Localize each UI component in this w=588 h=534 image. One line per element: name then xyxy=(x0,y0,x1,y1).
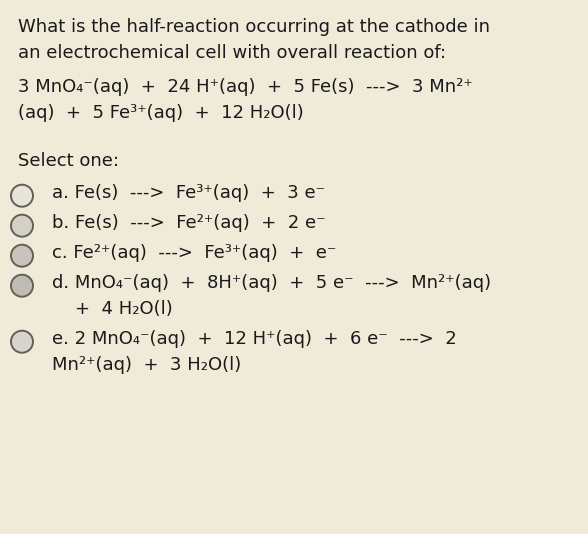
Text: b. Fe(s)  --->  Fe²⁺(aq)  +  2 e⁻: b. Fe(s) ---> Fe²⁺(aq) + 2 e⁻ xyxy=(52,214,326,232)
Text: What is the half-reaction occurring at the cathode in: What is the half-reaction occurring at t… xyxy=(18,18,490,36)
Text: 3 MnO₄⁻(aq)  +  24 H⁺(aq)  +  5 Fe(s)  --->  3 Mn²⁺: 3 MnO₄⁻(aq) + 24 H⁺(aq) + 5 Fe(s) ---> 3… xyxy=(18,78,473,96)
Text: Select one:: Select one: xyxy=(18,152,119,170)
Circle shape xyxy=(11,245,33,266)
Text: a. Fe(s)  --->  Fe³⁺(aq)  +  3 e⁻: a. Fe(s) ---> Fe³⁺(aq) + 3 e⁻ xyxy=(52,184,325,202)
Text: d. MnO₄⁻(aq)  +  8H⁺(aq)  +  5 e⁻  --->  Mn²⁺(aq): d. MnO₄⁻(aq) + 8H⁺(aq) + 5 e⁻ ---> Mn²⁺(… xyxy=(52,274,491,292)
Circle shape xyxy=(11,331,33,352)
Text: an electrochemical cell with overall reaction of:: an electrochemical cell with overall rea… xyxy=(18,44,446,62)
Circle shape xyxy=(11,274,33,297)
Text: e. 2 MnO₄⁻(aq)  +  12 H⁺(aq)  +  6 e⁻  --->  2: e. 2 MnO₄⁻(aq) + 12 H⁺(aq) + 6 e⁻ ---> 2 xyxy=(52,330,457,348)
Circle shape xyxy=(11,185,33,207)
Text: (aq)  +  5 Fe³⁺(aq)  +  12 H₂O(l): (aq) + 5 Fe³⁺(aq) + 12 H₂O(l) xyxy=(18,104,304,122)
Text: +  4 H₂O(l): + 4 H₂O(l) xyxy=(52,300,173,318)
Text: Mn²⁺(aq)  +  3 H₂O(l): Mn²⁺(aq) + 3 H₂O(l) xyxy=(52,356,241,374)
Circle shape xyxy=(11,215,33,237)
Text: c. Fe²⁺(aq)  --->  Fe³⁺(aq)  +  e⁻: c. Fe²⁺(aq) ---> Fe³⁺(aq) + e⁻ xyxy=(52,244,336,262)
